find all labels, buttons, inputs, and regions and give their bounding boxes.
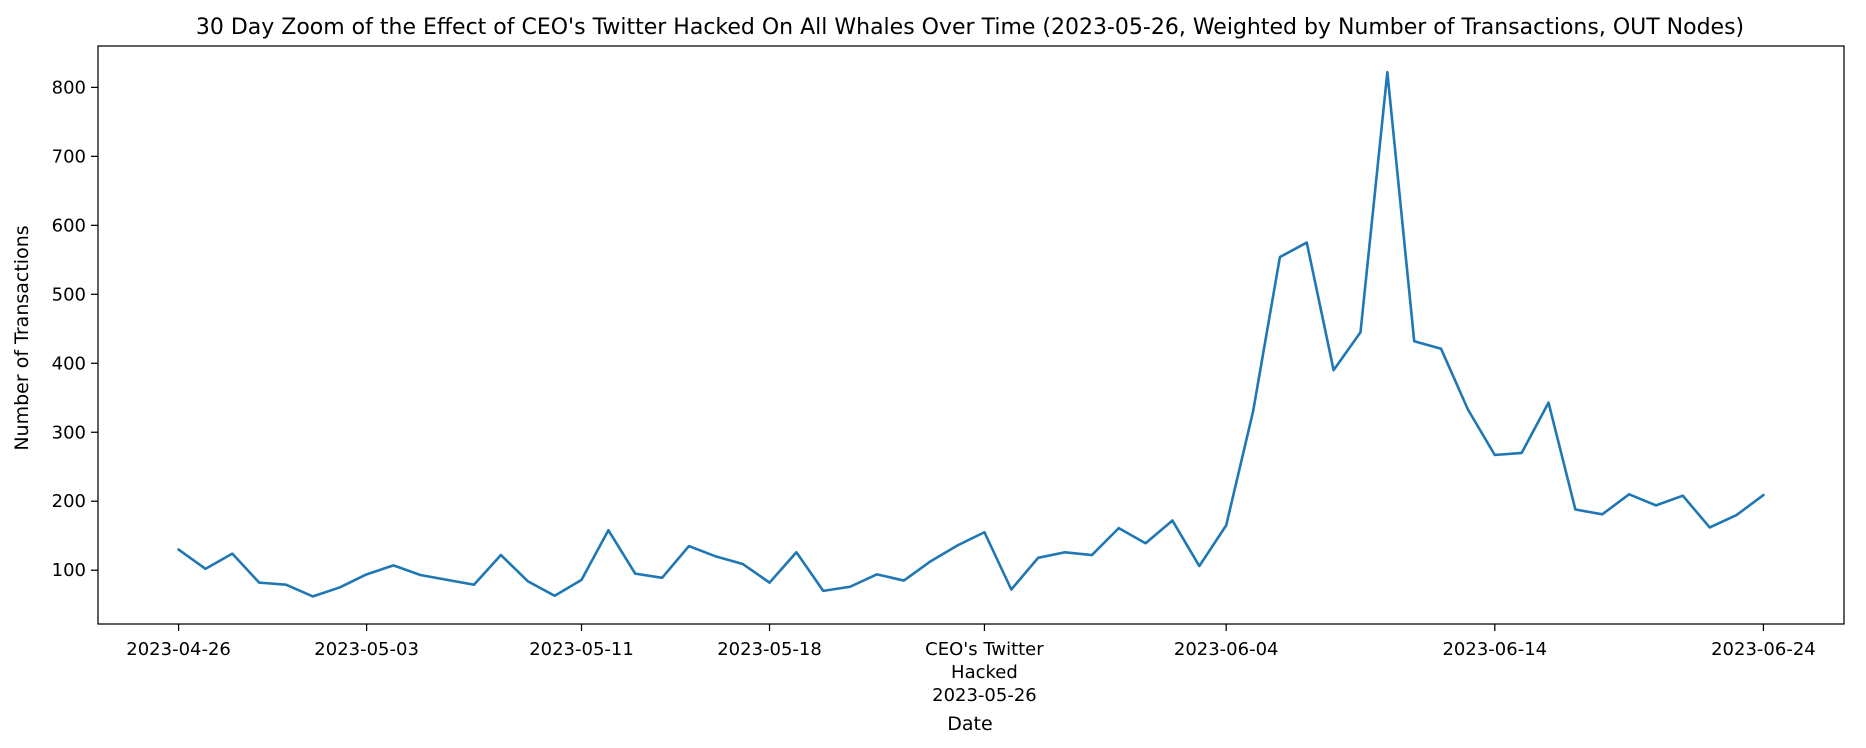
x-tick-label: CEO's Twitter Hacked 2023-05-26 (925, 639, 1044, 706)
chart-title: 30 Day Zoom of the Effect of CEO's Twitt… (196, 15, 1744, 40)
x-axis-label: Date (947, 713, 992, 735)
y-tick-label: 700 (52, 146, 86, 167)
y-axis-label: Number of Transactions (11, 225, 33, 450)
y-axis-ticks: 100 200 300 400 500 600 700 800 (52, 77, 98, 581)
y-tick-label: 100 (52, 560, 86, 581)
x-tick-label: 2023-06-14 (1442, 639, 1547, 660)
x-tick-label: 2023-05-11 (529, 639, 634, 660)
y-tick-label: 200 (52, 491, 86, 512)
x-tick-label: 2023-06-04 (1174, 639, 1279, 660)
x-tick-label: 2023-06-24 (1711, 639, 1816, 660)
y-tick-label: 400 (52, 353, 86, 374)
x-tick-label: 2023-05-18 (717, 639, 822, 660)
x-tick-label: 2023-05-03 (314, 639, 419, 660)
y-tick-label: 300 (52, 422, 86, 443)
axis-frame (97, 45, 1845, 625)
x-axis-ticks: 2023-04-26 2023-05-03 2023-05-11 2023-05-18… (126, 624, 1816, 706)
y-tick-label: 800 (52, 77, 86, 98)
series-line (177, 70, 1765, 598)
y-tick-label: 600 (52, 215, 86, 236)
y-tick-label: 500 (52, 284, 86, 305)
x-tick-label: 2023-04-26 (126, 639, 231, 660)
